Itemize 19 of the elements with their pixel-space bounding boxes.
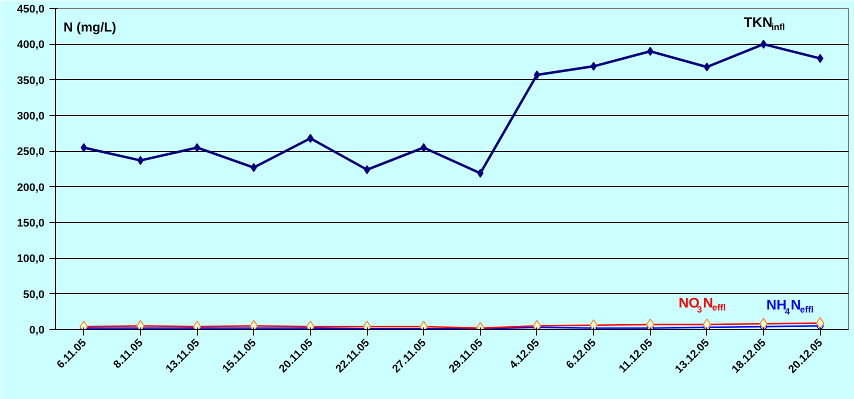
point [364,165,370,174]
y-tick-label: 300,0 [16,110,45,122]
point [534,70,540,80]
y-tick-label: 200,0 [16,182,45,194]
point [137,156,144,165]
y-tick-label: 0,0 [29,324,45,336]
y-tick-label: 150,0 [16,218,45,230]
point [590,62,597,71]
y-tick-label: 250,0 [16,146,45,158]
point [760,40,767,49]
point [307,134,314,143]
y-tick-label: 400,0 [16,39,45,52]
y-tick-label: 50,0 [23,288,45,301]
y-tick-label: 450,0 [16,4,45,16]
y-axis-title: N (mg/L) [64,20,116,34]
point [194,143,200,152]
point [704,62,710,72]
y-tick-label: 350,0 [16,74,45,87]
y-tick-label: 100,0 [16,253,45,266]
